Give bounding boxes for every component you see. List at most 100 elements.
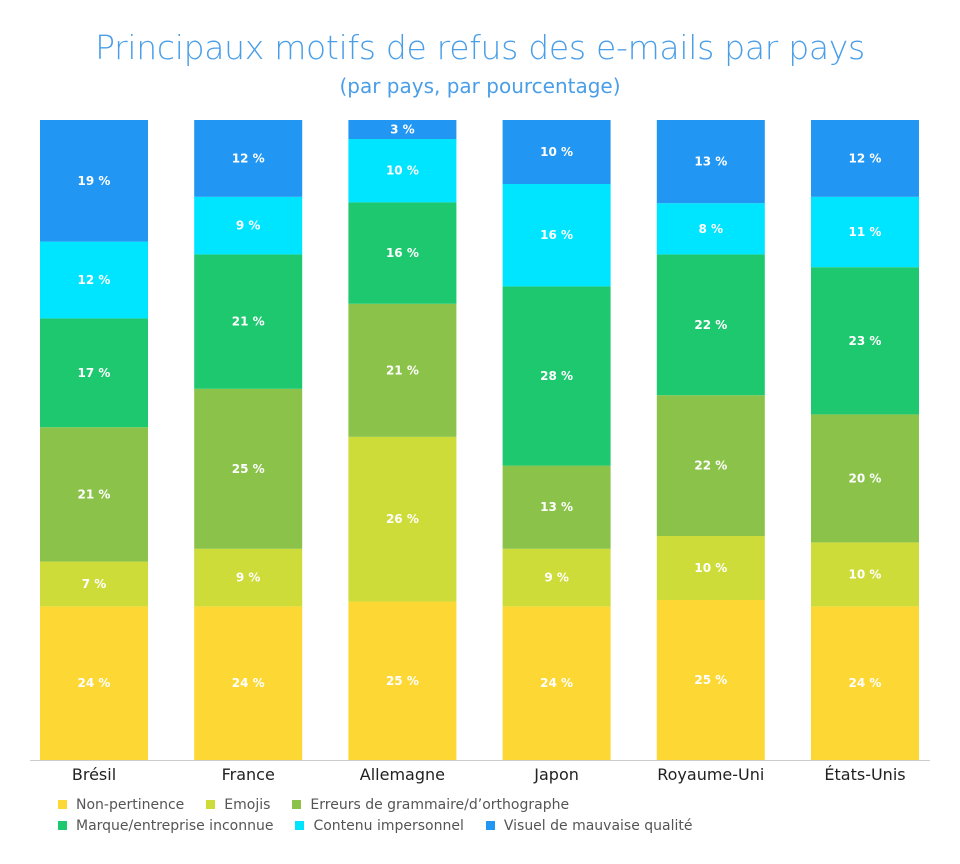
bar-segment bbox=[194, 254, 303, 389]
bar-segment bbox=[348, 202, 457, 304]
chart-title: Principaux motifs de refus des e-mails p… bbox=[95, 28, 865, 67]
bar-segment bbox=[656, 536, 765, 600]
bar-segment bbox=[194, 196, 303, 255]
bar-segment bbox=[656, 395, 765, 536]
x-tick-label: États-Unis bbox=[824, 765, 905, 784]
legend-item: Visuel de mauvaise qualité bbox=[485, 817, 693, 834]
bar-segment bbox=[502, 606, 611, 760]
legend-swatch bbox=[58, 821, 67, 830]
x-tick-label: Allemagne bbox=[360, 765, 445, 784]
data-label: 23 % bbox=[849, 334, 882, 348]
x-tick-label: Brésil bbox=[72, 765, 116, 784]
bar-segment bbox=[348, 139, 457, 203]
data-label: 10 % bbox=[540, 145, 573, 159]
legend-swatch bbox=[295, 821, 305, 830]
bar-segment bbox=[194, 120, 303, 197]
bar-segment bbox=[40, 318, 148, 428]
data-label: 25 % bbox=[232, 462, 265, 476]
legend-label: Visuel de mauvaise qualité bbox=[503, 817, 693, 834]
bar-segment bbox=[656, 203, 765, 255]
data-label: 22 % bbox=[694, 459, 727, 473]
bar-segment bbox=[811, 542, 919, 607]
data-label: 10 % bbox=[849, 567, 882, 581]
bar-segment bbox=[40, 120, 148, 242]
bar-segment bbox=[656, 120, 765, 204]
bar-segment bbox=[656, 254, 765, 396]
bar-segment bbox=[40, 427, 148, 562]
data-label: 28 % bbox=[540, 369, 573, 383]
legend-label: Marque/entreprise inconnue bbox=[76, 817, 274, 834]
data-label: 13 % bbox=[540, 500, 573, 514]
chart-subtitle: (par pays, par pourcentage) bbox=[339, 74, 621, 98]
data-label: 19 % bbox=[78, 174, 111, 188]
data-label: 12 % bbox=[78, 273, 111, 287]
bar-segment bbox=[40, 606, 148, 760]
data-label: 24 % bbox=[849, 676, 882, 690]
bar-segment bbox=[502, 184, 611, 287]
data-label: 12 % bbox=[849, 151, 882, 165]
data-label: 21 % bbox=[78, 487, 111, 501]
bar-segment bbox=[811, 606, 919, 760]
data-label: 24 % bbox=[232, 676, 265, 690]
data-label: 21 % bbox=[232, 315, 265, 329]
bar-segment bbox=[502, 286, 611, 466]
data-label: 10 % bbox=[386, 164, 419, 178]
legend-swatch bbox=[485, 821, 495, 830]
data-label: 25 % bbox=[694, 673, 727, 687]
data-label: 9 % bbox=[544, 571, 569, 585]
legend-label: Erreurs de grammaire/d’orthographe bbox=[310, 796, 570, 813]
legend-label: Non-pertinence bbox=[76, 796, 185, 813]
bar-segment bbox=[811, 414, 919, 543]
data-label: 21 % bbox=[386, 363, 419, 377]
x-tick-label: France bbox=[222, 765, 275, 784]
bar-segment bbox=[811, 196, 919, 268]
data-label: 3 % bbox=[390, 123, 415, 137]
legend: Non-pertinence Emojis Erreurs de grammai… bbox=[58, 794, 715, 836]
legend-label: Emojis bbox=[224, 796, 271, 813]
bar-segment bbox=[40, 241, 148, 319]
x-tick-label: Japon bbox=[533, 765, 579, 784]
bar-segment bbox=[348, 601, 457, 760]
legend-swatch bbox=[206, 800, 216, 809]
data-label: 8 % bbox=[699, 222, 724, 236]
data-label: 22 % bbox=[694, 318, 727, 332]
bar-segment bbox=[348, 120, 457, 140]
legend-swatch bbox=[292, 800, 302, 809]
bar-segment bbox=[194, 548, 303, 607]
data-label: 26 % bbox=[386, 512, 419, 526]
data-label: 9 % bbox=[236, 571, 261, 585]
x-tick-label: Royaume-Uni bbox=[657, 765, 764, 784]
data-label: 11 % bbox=[849, 225, 882, 239]
legend-item: Marque/entreprise inconnue bbox=[58, 818, 273, 834]
legend-swatch bbox=[58, 800, 67, 809]
data-label: 17 % bbox=[78, 366, 111, 380]
bar-segment bbox=[348, 436, 457, 602]
data-label: 12 % bbox=[232, 151, 265, 165]
data-label: 16 % bbox=[540, 228, 573, 242]
data-label: 25 % bbox=[386, 674, 419, 688]
data-label: 13 % bbox=[694, 155, 727, 169]
bar-segment bbox=[348, 303, 457, 437]
legend-item: Non-pertinence bbox=[58, 797, 184, 813]
legend-item: Emojis bbox=[206, 797, 270, 813]
bar-segment bbox=[40, 561, 148, 607]
bar-segment bbox=[502, 120, 611, 184]
data-label: 16 % bbox=[386, 246, 419, 260]
data-label: 24 % bbox=[78, 676, 111, 690]
bar-segment bbox=[502, 465, 611, 549]
bar-segment bbox=[194, 606, 303, 760]
data-label: 9 % bbox=[236, 219, 261, 233]
data-label: 7 % bbox=[82, 577, 107, 591]
bar-segment bbox=[194, 388, 303, 549]
bar-segment bbox=[502, 548, 611, 607]
bar-segment bbox=[811, 120, 919, 197]
legend-item: Erreurs de grammaire/d’orthographe bbox=[292, 797, 569, 813]
legend-label: Contenu impersonnel bbox=[313, 817, 464, 834]
bar-segment bbox=[811, 267, 919, 415]
data-label: 20 % bbox=[849, 471, 882, 485]
data-label: 10 % bbox=[694, 561, 727, 575]
bar-segment bbox=[656, 600, 765, 760]
legend-item: Contenu impersonnel bbox=[295, 817, 464, 834]
data-label: 24 % bbox=[540, 676, 573, 690]
